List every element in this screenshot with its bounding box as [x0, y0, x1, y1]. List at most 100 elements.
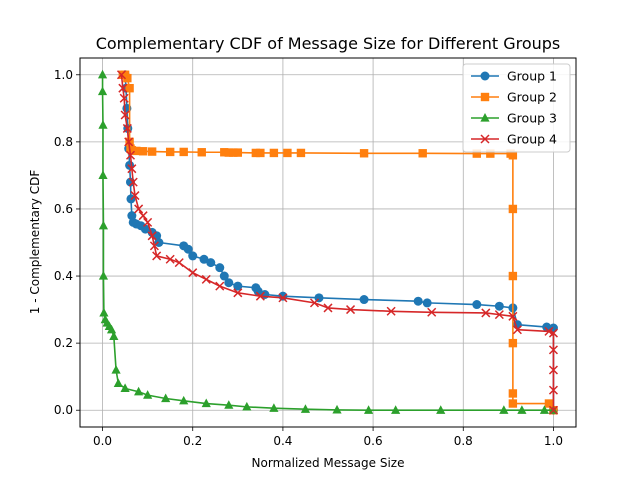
data-point: [494, 301, 504, 311]
data-point: [99, 307, 109, 317]
data-point: [508, 271, 518, 281]
data-point: [124, 137, 134, 147]
y-tick-label: 0.2: [54, 336, 73, 350]
data-point: [149, 241, 159, 251]
data-point: [119, 93, 129, 103]
data-point: [138, 147, 148, 156]
legend-entry: Group 2: [471, 90, 557, 105]
y-tick-label: 0.4: [54, 269, 73, 283]
data-point: [134, 204, 144, 214]
data-point: [197, 148, 206, 157]
data-point: [122, 123, 132, 133]
data-point: [154, 238, 164, 247]
legend-entry: Group 1: [471, 69, 557, 84]
data-point: [224, 400, 234, 409]
legend-label: Group 2: [507, 90, 557, 105]
data-point: [363, 405, 374, 414]
data-point: [499, 405, 509, 414]
data-point: [544, 399, 554, 408]
data-point: [138, 211, 148, 221]
data-point: [359, 295, 369, 305]
series-line: [101, 74, 554, 412]
data-point: [134, 386, 144, 396]
x-tick-label: 1.0: [544, 434, 563, 448]
data-point: [323, 303, 333, 313]
series-4: [116, 70, 558, 415]
data-point: [508, 399, 518, 408]
data-point: [472, 300, 482, 310]
data-point: [147, 231, 157, 241]
data-point: [233, 288, 243, 298]
data-point: [127, 146, 137, 155]
data-point: [132, 146, 141, 156]
plot-series: [97, 69, 559, 415]
data-point: [118, 83, 128, 93]
data-point: [219, 271, 229, 281]
data-point: [147, 147, 157, 156]
data-point: [229, 148, 238, 157]
data-point: [346, 305, 356, 315]
data-point: [233, 281, 243, 291]
data-point: [113, 378, 123, 387]
legend: Group 1 Group 2 Group 3 Group 4: [462, 63, 571, 153]
data-point: [508, 311, 518, 321]
data-point: [125, 83, 134, 93]
data-point: [548, 385, 558, 395]
data-point: [391, 405, 401, 414]
data-point: [179, 147, 188, 157]
data-point: [143, 390, 153, 399]
data-point: [508, 389, 518, 398]
data-point: [422, 298, 432, 308]
data-point: [140, 224, 150, 234]
data-point: [242, 401, 252, 411]
data-point: [278, 293, 288, 303]
y-tick-label: 0.6: [54, 202, 73, 216]
data-point: [116, 70, 127, 80]
legend-marker: [480, 134, 490, 144]
axis-ticks: 0.0 0.2 0.4 0.6 0.8 1.0 0.0 0.2 0.4 0.6 0.8 1.0: [54, 68, 563, 448]
data-point: [98, 120, 108, 129]
data-point: [98, 170, 108, 180]
data-point: [199, 254, 209, 264]
data-point: [98, 220, 109, 230]
data-point: [143, 217, 153, 227]
legend-label: Group 3: [507, 111, 557, 126]
x-axis-label: Normalized Message Size: [252, 456, 405, 470]
y-tick-label: 1.0: [54, 68, 73, 82]
data-point: [152, 251, 162, 261]
data-point: [283, 148, 292, 158]
legend-marker: [480, 113, 490, 122]
data-point: [548, 345, 558, 355]
data-point: [296, 148, 306, 158]
x-tick-label: 0.4: [273, 434, 292, 448]
data-point: [206, 258, 216, 268]
data-point: [517, 405, 527, 414]
legend-marker: [480, 92, 490, 102]
data-point: [98, 271, 109, 280]
data-point: [161, 393, 171, 403]
data-point: [300, 404, 311, 413]
y-tick-label: 0.0: [54, 403, 73, 417]
data-point: [109, 331, 119, 341]
data-point: [427, 307, 437, 317]
y-axis-label: 1 - Complementary CDF: [28, 170, 42, 315]
data-point: [255, 291, 265, 301]
data-point: [183, 244, 193, 254]
data-point: [120, 383, 130, 393]
data-point: [309, 298, 320, 308]
data-point: [278, 291, 288, 301]
data-point: [548, 365, 558, 375]
data-point: [128, 177, 138, 187]
data-point: [539, 405, 550, 414]
data-point: [125, 150, 136, 160]
chart-title: Complementary CDF of Message Size for Di…: [96, 34, 561, 53]
y-tick-label: 0.8: [54, 135, 73, 149]
data-point: [418, 149, 427, 158]
data-point: [201, 398, 211, 408]
legend-entry: Group 3: [471, 111, 557, 126]
data-point: [97, 86, 108, 96]
data-point: [269, 148, 279, 158]
data-point: [269, 403, 279, 412]
data-point: [224, 278, 234, 288]
